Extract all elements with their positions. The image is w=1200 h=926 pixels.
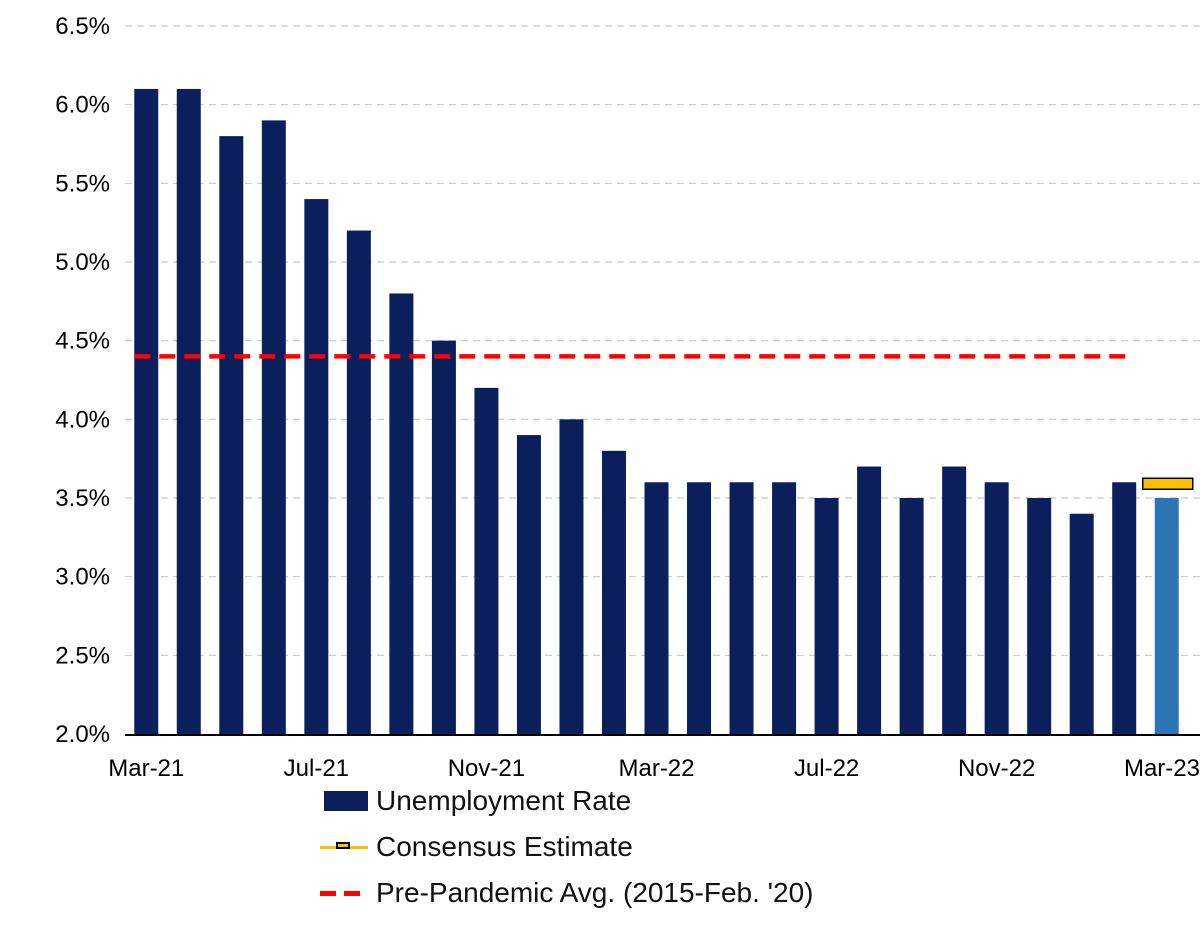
x-tick-label: Nov-21 — [448, 755, 525, 782]
bar-feb-23 — [1112, 482, 1137, 734]
x-tick-label: Nov-22 — [958, 755, 1035, 782]
legend-swatch-dashed-line — [318, 870, 368, 916]
bar-feb-22 — [601, 450, 626, 734]
bars — [134, 88, 1179, 735]
y-tick-label: 2.5% — [55, 642, 110, 669]
bar-oct-21 — [431, 340, 456, 734]
unemployment-chart: 2.0% 2.5% 3.0% 3.5% 4.0% 4.5% 5.0% 5.5% 6.0% 6.5%… — [55, 13, 1200, 782]
legend-item-pre-pandemic-avg: Pre-Pandemic Avg. (2015-Feb. '20) — [318, 870, 1018, 916]
bar-aug-21 — [346, 230, 371, 735]
bar-aug-22 — [857, 466, 882, 734]
y-tick-label: 4.0% — [55, 406, 110, 433]
bar-oct-22 — [942, 466, 967, 734]
bar-sep-22 — [899, 498, 924, 734]
y-tick-label: 6.0% — [55, 92, 110, 119]
legend-label-consensus-estimate: Consensus Estimate — [376, 831, 633, 862]
bar-jul-22 — [814, 498, 839, 734]
x-axis-tick-labels: Mar-21 Jul-21 Nov-21 Mar-22 Jul-22 Nov-22 Mar-… — [108, 755, 1200, 782]
legend-label-unemployment-rate: Unemployment Rate — [376, 785, 632, 816]
legend-item-unemployment-rate: Unemployment Rate — [318, 778, 1018, 824]
bar-may-22 — [729, 482, 754, 734]
bar-apr-22 — [687, 482, 712, 734]
bar-mar-22 — [644, 482, 669, 734]
y-tick-label: 3.0% — [55, 564, 110, 591]
bar-jan-23 — [1069, 513, 1094, 734]
bar-may-21 — [219, 136, 244, 735]
consensus-estimate-marker — [1141, 477, 1194, 491]
bar-jan-22 — [559, 419, 584, 734]
bar-jul-21 — [304, 199, 329, 735]
bar-jun-22 — [772, 482, 797, 734]
x-tick-label: Jul-22 — [794, 755, 859, 782]
y-tick-label: 6.5% — [55, 13, 110, 40]
bar-jun-21 — [261, 120, 286, 734]
legend-swatch-consensus — [318, 824, 368, 870]
x-tick-label: Mar-21 — [108, 755, 184, 782]
bar-nov-21 — [474, 387, 499, 734]
y-tick-label: 2.0% — [55, 721, 110, 748]
legend-label-pre-pandemic-avg: Pre-Pandemic Avg. (2015-Feb. '20) — [376, 877, 814, 908]
bar-dec-22 — [1027, 498, 1052, 734]
y-tick-label: 5.0% — [55, 249, 110, 276]
bar-mar-23 — [1154, 498, 1179, 734]
bar-mar-21 — [134, 88, 159, 734]
x-tick-label: Mar-22 — [618, 755, 694, 782]
legend: Unemployment Rate Consensus Estimate Pre… — [318, 778, 1018, 916]
legend-item-consensus-estimate: Consensus Estimate — [318, 824, 1018, 870]
consensus-marker — [1141, 477, 1194, 491]
x-tick-label: Jul-21 — [284, 755, 349, 782]
y-tick-label: 5.5% — [55, 170, 110, 197]
bar-apr-21 — [176, 88, 201, 734]
y-axis-tick-labels: 2.0% 2.5% 3.0% 3.5% 4.0% 4.5% 5.0% 5.5% 6.0% 6.5% — [55, 13, 110, 748]
bar-nov-22 — [984, 482, 1009, 734]
bar-sep-21 — [389, 293, 414, 734]
legend-swatch-bar — [318, 778, 368, 824]
y-tick-label: 3.5% — [55, 485, 110, 512]
x-tick-label: Mar-23 — [1124, 755, 1200, 782]
y-tick-label: 4.5% — [55, 328, 110, 355]
bar-dec-21 — [516, 435, 541, 734]
